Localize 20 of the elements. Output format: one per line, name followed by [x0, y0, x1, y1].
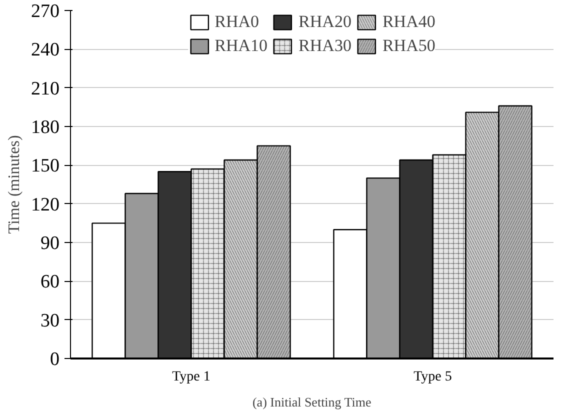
legend-label: RHA0: [214, 12, 260, 32]
legend-label: RHA50: [382, 36, 436, 56]
y-tick-label: 30: [40, 310, 60, 332]
y-tick-label: 90: [40, 233, 60, 254]
y-tick-label: 120: [31, 194, 60, 216]
text: (a) Initial Setting Time: [252, 394, 372, 410]
y-tick-label: 270: [31, 1, 60, 22]
legend-label: RHA40: [382, 12, 436, 32]
y-tick-label: 150: [31, 156, 60, 177]
x-tick-label: Type 5: [414, 370, 452, 384]
y-tick-label: 60: [40, 272, 60, 293]
legend-label: RHA30: [298, 36, 352, 56]
y-tick-label: 240: [31, 40, 60, 61]
legend-label: RHA10: [214, 36, 268, 56]
x-tick-label: Type 1: [172, 370, 210, 384]
y-axis-title: Time (minutes): [6, 135, 23, 234]
y-tick-label: 0: [50, 349, 60, 370]
y-tick-label: 180: [31, 117, 60, 138]
y-tick-label: 210: [31, 78, 60, 100]
legend-label: RHA20: [298, 12, 352, 32]
